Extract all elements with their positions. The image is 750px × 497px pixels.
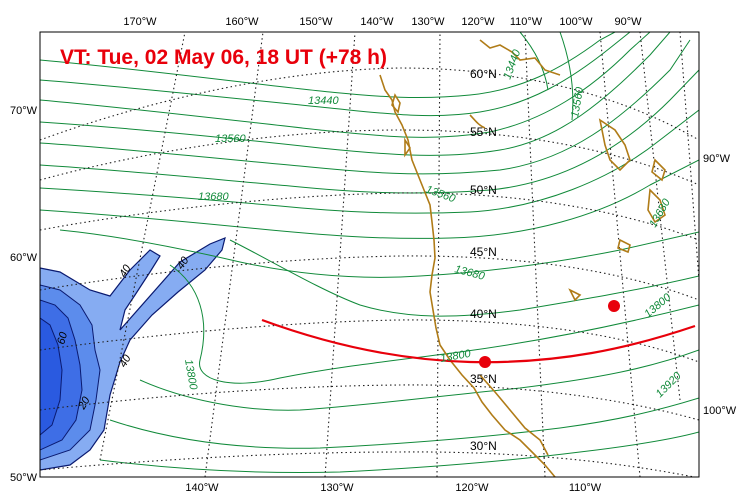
- right-labels: 90°W 100°W: [703, 153, 737, 417]
- contour-line: [40, 32, 631, 117]
- shade-region-darkest: [40, 317, 63, 436]
- contour-line: [169, 264, 699, 384]
- contour-line: [40, 109, 699, 214]
- lon-label: 90°W: [703, 153, 731, 165]
- coastline: [379, 39, 666, 477]
- alaska-coast: [479, 39, 561, 76]
- lon-label: 150°W: [299, 16, 333, 28]
- contour-label: 13560: [215, 133, 246, 145]
- contour-line: [40, 32, 616, 99]
- parallel-line: [40, 192, 699, 241]
- contour-line: [40, 32, 671, 156]
- shade-label: 60: [55, 330, 70, 346]
- meridian-line: [679, 32, 699, 281]
- contour-line: [519, 32, 549, 91]
- lon-label: 170°W: [123, 16, 157, 28]
- lon-label: 100°W: [559, 16, 593, 28]
- contour-line: [40, 159, 699, 239]
- island-coast: [391, 93, 401, 114]
- lon-label: 130°W: [411, 16, 445, 28]
- contour-line: [109, 397, 699, 449]
- lon-label: 140°W: [360, 16, 394, 28]
- parallel-line: [40, 451, 697, 477]
- parallel-line: [40, 319, 699, 363]
- contour-label: 13560: [569, 85, 586, 118]
- lon-label: 90°W: [614, 16, 642, 28]
- lat-label: 55°N: [470, 125, 497, 139]
- contour-label: 13800: [182, 358, 199, 391]
- lon-label: 120°W: [461, 16, 495, 28]
- lon-label: 160°W: [225, 16, 259, 28]
- trajectory-line: [261, 318, 696, 364]
- lat-label: 30°N: [470, 439, 497, 453]
- bottom-longitude-labels: 140°W 130°W 120°W 110°W: [185, 482, 601, 494]
- top-longitude-labels: 170°W 160°W 150°W 140°W 130°W 120°W 110°…: [123, 16, 642, 28]
- trajectory: [261, 300, 696, 368]
- contour-line: [40, 69, 699, 194]
- contour-line: [99, 431, 699, 473]
- map-frame: [39, 31, 700, 478]
- contour-line: [59, 229, 699, 278]
- contour-label: 13800: [439, 348, 472, 365]
- latitude-labels: 60°N 55°N 50°N 45°N 40°N 35°N 30°N: [470, 67, 497, 453]
- lat-label: 60°N: [470, 67, 497, 81]
- contour-line: [559, 32, 574, 121]
- lon-label: 120°W: [455, 482, 489, 494]
- track-start-point: [479, 356, 491, 368]
- lat-label: 45°N: [470, 245, 497, 259]
- west-coast: [379, 74, 556, 477]
- parallel-line: [40, 384, 699, 421]
- lon-label: 130°W: [320, 482, 354, 494]
- meridian-line: [204, 32, 264, 477]
- island-coast: [404, 137, 411, 158]
- map-title: VT: Tue, 02 May 06, 18 UT (+78 h): [60, 46, 387, 69]
- lon-label: 140°W: [185, 482, 219, 494]
- lon-label: 60°W: [10, 252, 38, 264]
- baja-coast: [479, 374, 549, 456]
- graticule: [40, 32, 699, 477]
- contour-label: 13680: [198, 191, 229, 203]
- lakes-coast: [617, 238, 631, 254]
- hudson-coast: [598, 118, 631, 172]
- lon-label: 100°W: [703, 405, 737, 417]
- lat-label: 50°N: [470, 183, 497, 197]
- shaded-field: [40, 237, 226, 471]
- meridian-line: [639, 32, 681, 401]
- lon-label: 110°W: [569, 482, 602, 494]
- map-frame-background: [40, 32, 699, 477]
- contour-line: [229, 239, 699, 317]
- track-end-point: [608, 300, 620, 312]
- lon-label: 70°W: [10, 105, 38, 117]
- parallel-line: [40, 255, 699, 301]
- contour-line: [40, 32, 651, 138]
- lat-label: 35°N: [470, 372, 497, 386]
- contour-label: 13440: [308, 95, 339, 107]
- meridian-line: [99, 32, 186, 461]
- contour-line: [139, 349, 699, 411]
- gulf-coast: [469, 114, 486, 129]
- lon-label: 50°W: [10, 472, 38, 484]
- parallel-line: [40, 67, 699, 141]
- lakes-coast: [651, 158, 666, 182]
- left-labels: 70°W 60°W 50°W: [10, 105, 38, 484]
- lakes-coast: [568, 288, 582, 302]
- lon-label: 110°W: [510, 16, 543, 28]
- lat-label: 40°N: [470, 307, 497, 321]
- lakes-coast: [647, 188, 666, 224]
